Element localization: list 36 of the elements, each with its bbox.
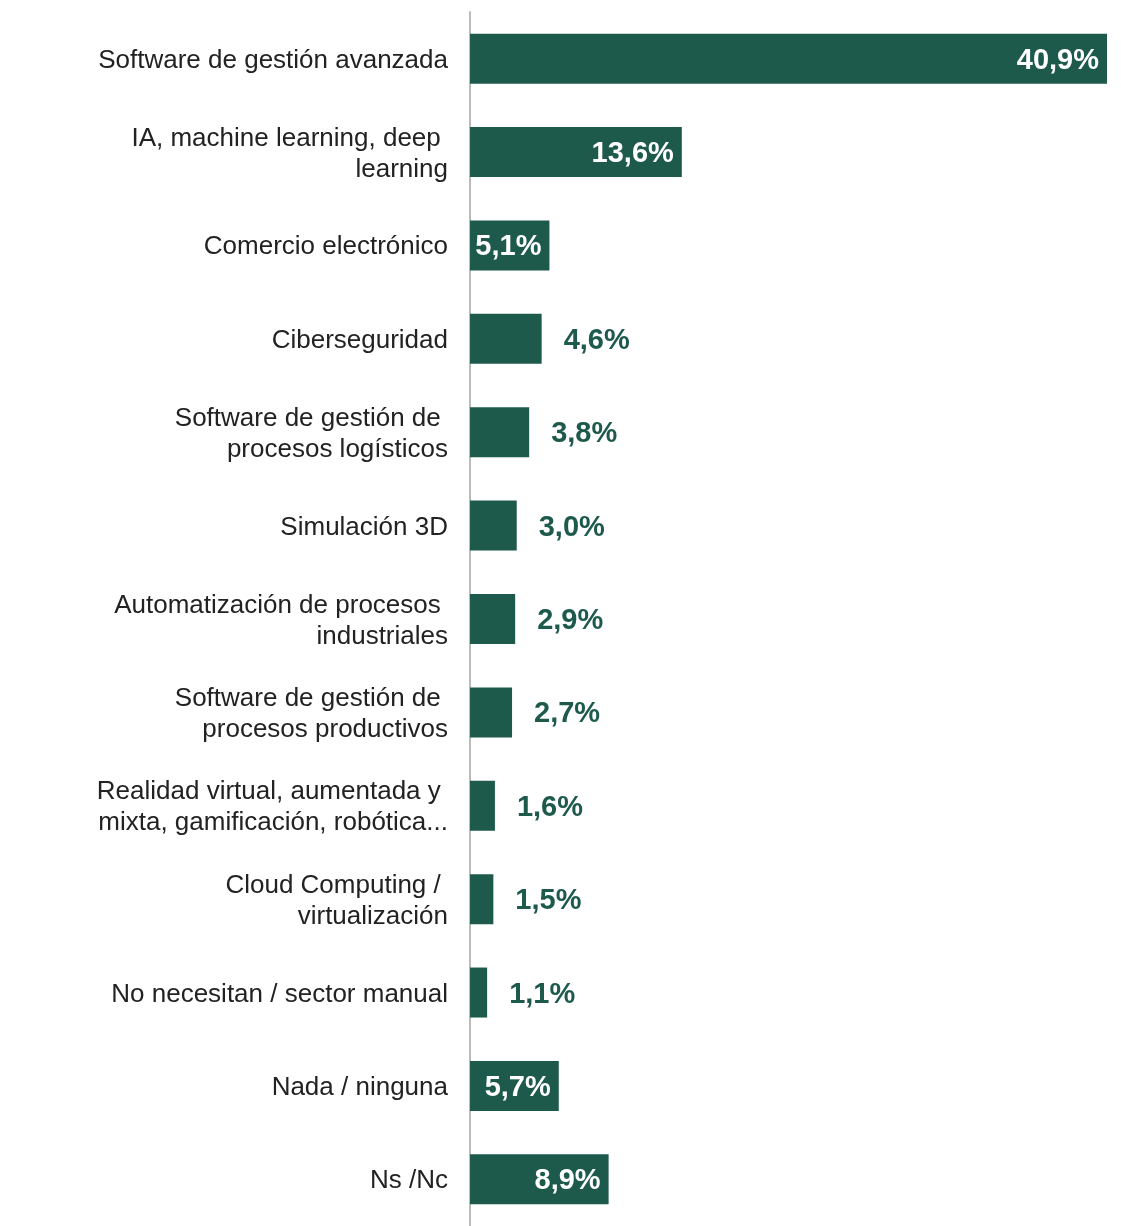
y-tick-label: Software de gestión avanzada	[98, 43, 449, 74]
bar	[470, 500, 517, 551]
data-label: 2,9%	[537, 603, 604, 635]
bar	[470, 780, 495, 831]
y-tick-label: Software de gestión de procesos logísticos	[174, 401, 448, 463]
y-tick-label: Realidad virtual, aumentada y mixta, gamificación, robótica...	[96, 775, 448, 837]
data-label: 1,6%	[516, 789, 584, 822]
bar	[470, 874, 494, 925]
data-label: 1,5%	[515, 883, 582, 916]
data-label: 1,1%	[509, 976, 576, 1009]
data-label: 3,8%	[551, 416, 618, 449]
data-label: 5,1%	[475, 229, 542, 262]
data-label: 8,9%	[534, 1163, 601, 1196]
data-label: 5,7%	[484, 1069, 551, 1102]
bar	[470, 127, 682, 178]
y-tick-label: Automatización de procesos industriales	[114, 588, 448, 650]
data-label: 13,6%	[591, 136, 675, 169]
y-tick-label: Cloud Computing / virtualización	[225, 868, 448, 930]
y-tick-label: Software de gestión de procesos productivos	[174, 681, 448, 743]
y-tick-label: No necesitan / sector manual	[111, 977, 448, 1008]
y-tick-label: IA, machine learning, deep learning	[131, 121, 448, 183]
data-label: 40,9%	[1016, 42, 1100, 75]
bar	[470, 594, 516, 644]
y-tick-label: Comercio electrónico	[203, 230, 448, 261]
bar	[470, 313, 542, 364]
data-label: 3,0%	[538, 509, 606, 542]
y-tick-label: Ns /Nc	[370, 1164, 448, 1195]
data-label: 4,6%	[563, 322, 630, 355]
bar	[470, 687, 513, 738]
y-tick-label: Ciberseguridad	[271, 323, 448, 354]
y-tick-label: Simulación 3D	[280, 510, 448, 541]
bar	[470, 407, 530, 458]
bar	[470, 967, 488, 1018]
y-tick-label: Nada / ninguna	[271, 1070, 449, 1101]
bar	[470, 33, 1107, 84]
data-label: 2,7%	[534, 696, 601, 729]
